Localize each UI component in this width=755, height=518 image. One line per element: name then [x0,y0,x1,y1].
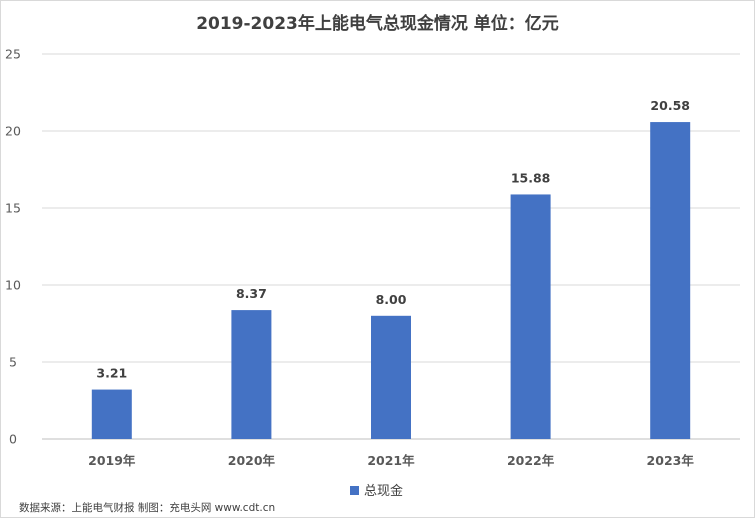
data-labels: 3.21 8.37 8.00 15.88 20.58 [96,98,690,380]
legend-label: 总现金 [364,483,403,499]
y-tick-label: 0 [9,432,17,447]
data-label: 8.00 [376,292,407,307]
data-label: 3.21 [96,366,127,381]
x-tick-label: 2019年 [88,453,136,468]
x-tick-label: 2020年 [228,453,276,468]
data-label: 20.58 [650,98,690,113]
bar [510,194,551,439]
bars [91,122,691,440]
legend: 总现金 [350,483,403,499]
x-tick-label: 2021年 [367,453,415,468]
x-axis-ticks: 2019年 2020年 2021年 2022年 2023年 [88,453,694,468]
x-tick-label: 2022年 [507,453,555,468]
y-tick-label: 15 [5,201,21,216]
bar [91,389,132,439]
legend-swatch [350,486,359,495]
source-note: 数据来源：上能电气财报 制图：充电头网 www.cdt.cn [19,502,276,514]
chart-title: 2019-2023年上能电气总现金情况 单位：亿元 [196,14,559,34]
bar [371,315,411,439]
y-tick-label: 20 [5,124,21,139]
bar [650,122,691,440]
y-axis-ticks: 0 5 10 15 20 25 [5,47,21,447]
y-tick-label: 25 [5,47,21,62]
y-tick-label: 5 [9,355,17,370]
x-tick-label: 2023年 [647,453,695,468]
data-label: 8.37 [236,286,267,301]
y-tick-label: 10 [5,278,21,293]
data-label: 15.88 [511,170,551,185]
bar [231,310,272,439]
